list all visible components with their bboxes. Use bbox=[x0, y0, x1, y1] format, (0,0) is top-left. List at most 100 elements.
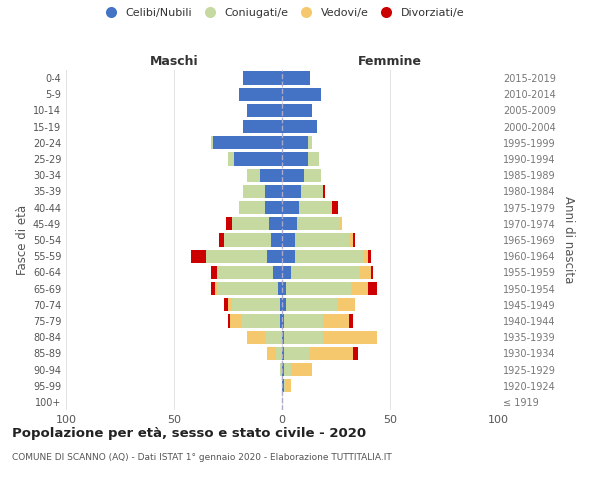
Bar bbox=[269, 217, 282, 230]
Bar bbox=[280, 363, 282, 376]
Bar bbox=[286, 282, 351, 295]
Bar bbox=[220, 234, 224, 246]
Bar bbox=[282, 104, 312, 117]
Bar bbox=[323, 314, 349, 328]
Bar bbox=[323, 185, 325, 198]
Bar bbox=[265, 185, 282, 198]
Bar bbox=[282, 185, 301, 198]
Bar bbox=[284, 330, 323, 344]
Bar bbox=[286, 298, 338, 312]
Bar bbox=[282, 330, 284, 344]
Bar bbox=[282, 136, 308, 149]
Bar bbox=[228, 298, 232, 312]
Bar bbox=[282, 201, 299, 214]
Bar bbox=[282, 346, 284, 360]
Legend: Celibi/Nubili, Coniugati/e, Vedovi/e, Divorziati/e: Celibi/Nubili, Coniugati/e, Vedovi/e, Di… bbox=[100, 8, 464, 18]
Bar bbox=[299, 201, 332, 214]
Bar bbox=[284, 379, 286, 392]
Bar bbox=[282, 379, 284, 392]
Bar bbox=[247, 104, 282, 117]
Bar bbox=[239, 201, 265, 214]
Bar bbox=[353, 346, 358, 360]
Bar bbox=[284, 363, 290, 376]
Bar bbox=[243, 72, 282, 85]
Bar bbox=[280, 314, 282, 328]
Bar bbox=[286, 379, 290, 392]
Bar bbox=[282, 314, 284, 328]
Bar bbox=[284, 314, 323, 328]
Bar bbox=[282, 282, 286, 295]
Bar bbox=[282, 266, 290, 279]
Bar bbox=[297, 217, 340, 230]
Bar bbox=[282, 72, 310, 85]
Bar bbox=[213, 136, 282, 149]
Bar bbox=[371, 266, 373, 279]
Bar bbox=[282, 120, 317, 134]
Bar bbox=[308, 136, 312, 149]
Bar bbox=[282, 217, 297, 230]
Bar bbox=[217, 266, 274, 279]
Bar bbox=[282, 250, 295, 263]
Bar bbox=[267, 250, 282, 263]
Bar bbox=[274, 266, 282, 279]
Bar bbox=[228, 314, 230, 328]
Bar bbox=[243, 185, 265, 198]
Bar bbox=[241, 314, 280, 328]
Bar bbox=[282, 363, 284, 376]
Bar bbox=[282, 152, 308, 166]
Bar bbox=[211, 282, 215, 295]
Bar bbox=[211, 266, 217, 279]
Bar bbox=[247, 168, 260, 182]
Bar bbox=[304, 168, 321, 182]
Bar bbox=[338, 298, 355, 312]
Bar bbox=[284, 346, 310, 360]
Bar bbox=[368, 250, 371, 263]
Bar bbox=[349, 314, 353, 328]
Bar bbox=[235, 152, 282, 166]
Text: COMUNE DI SCANNO (AQ) - Dati ISTAT 1° gennaio 2020 - Elaborazione TUTTITALIA.IT: COMUNE DI SCANNO (AQ) - Dati ISTAT 1° ge… bbox=[12, 452, 392, 462]
Bar bbox=[282, 168, 304, 182]
Bar bbox=[295, 250, 364, 263]
Bar bbox=[368, 282, 377, 295]
Bar bbox=[282, 298, 286, 312]
Bar bbox=[224, 298, 228, 312]
Bar bbox=[191, 250, 206, 263]
Bar bbox=[230, 314, 241, 328]
Bar bbox=[247, 330, 265, 344]
Text: Femmine: Femmine bbox=[358, 54, 422, 68]
Y-axis label: Fasce di età: Fasce di età bbox=[16, 205, 29, 275]
Bar bbox=[349, 234, 353, 246]
Bar bbox=[364, 250, 368, 263]
Bar bbox=[290, 363, 312, 376]
Text: Popolazione per età, sesso e stato civile - 2020: Popolazione per età, sesso e stato civil… bbox=[12, 428, 366, 440]
Bar bbox=[308, 152, 319, 166]
Bar bbox=[282, 234, 295, 246]
Text: Maschi: Maschi bbox=[149, 54, 199, 68]
Bar bbox=[232, 298, 280, 312]
Bar bbox=[271, 234, 282, 246]
Bar bbox=[353, 234, 355, 246]
Bar bbox=[243, 120, 282, 134]
Bar bbox=[211, 136, 213, 149]
Bar bbox=[323, 330, 377, 344]
Bar bbox=[265, 201, 282, 214]
Bar bbox=[275, 346, 282, 360]
Bar bbox=[228, 152, 235, 166]
Bar bbox=[206, 250, 267, 263]
Bar bbox=[232, 217, 269, 230]
Bar bbox=[340, 217, 343, 230]
Bar bbox=[332, 201, 338, 214]
Bar bbox=[310, 346, 353, 360]
Bar bbox=[267, 346, 275, 360]
Bar bbox=[224, 234, 271, 246]
Bar bbox=[260, 168, 282, 182]
Bar bbox=[215, 282, 217, 295]
Bar bbox=[360, 266, 371, 279]
Bar bbox=[301, 185, 323, 198]
Bar bbox=[282, 88, 321, 101]
Bar bbox=[217, 282, 278, 295]
Bar bbox=[226, 217, 232, 230]
Bar bbox=[265, 330, 282, 344]
Bar bbox=[239, 88, 282, 101]
Bar bbox=[278, 282, 282, 295]
